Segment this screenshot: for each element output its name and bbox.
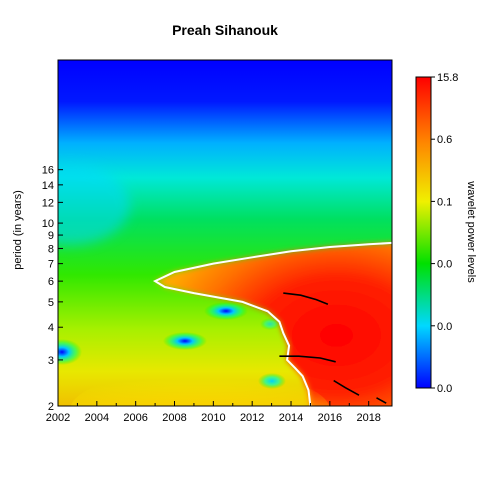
x-tick-label: 2010 bbox=[201, 412, 225, 424]
high-power-region bbox=[155, 242, 392, 406]
y-tick-label: 9 bbox=[48, 230, 54, 242]
ridge-line bbox=[376, 397, 387, 404]
x-tick-label: 2004 bbox=[85, 412, 109, 424]
low-power-blob-5 bbox=[260, 318, 280, 330]
colorbar-label: 15.8 bbox=[437, 72, 458, 84]
y-axis-label: period (in years) bbox=[12, 190, 24, 269]
colorbar-label: 0.6 bbox=[437, 134, 452, 146]
x-tick-label: 2018 bbox=[356, 412, 380, 424]
y-tick-label: 5 bbox=[48, 297, 54, 309]
cyan-band-left bbox=[58, 165, 130, 245]
y-tick-label: 2 bbox=[48, 401, 54, 413]
ridge-line bbox=[333, 379, 360, 396]
low-power-blob-4 bbox=[58, 339, 82, 365]
colorbar-label: 0.0 bbox=[437, 383, 452, 395]
y-tick-label: 8 bbox=[48, 243, 54, 255]
y-tick-label: 16 bbox=[42, 165, 54, 177]
y-tick-label: 12 bbox=[42, 197, 54, 209]
x-tick-label: 2008 bbox=[162, 412, 186, 424]
colorbar: 0.0 0.0 0.0 0.1 0.6 15.8 wavelet power levels bbox=[415, 72, 477, 395]
x-tick-label: 2016 bbox=[318, 412, 342, 424]
warm-bottom-region bbox=[70, 370, 330, 406]
y-tick-label: 4 bbox=[48, 322, 54, 334]
plot-frame bbox=[57, 59, 393, 407]
colorbar-ticks: 0.0 0.0 0.0 0.1 0.6 15.8 bbox=[431, 72, 458, 395]
low-power-blob-3 bbox=[258, 373, 286, 389]
x-tick-label: 2006 bbox=[123, 412, 147, 424]
colorbar-title: wavelet power levels bbox=[465, 180, 477, 283]
low-power-blob-2 bbox=[163, 332, 207, 350]
y-tick-label: 7 bbox=[48, 259, 54, 271]
y-tick-label: 14 bbox=[42, 180, 54, 192]
chart-title: Preah Sihanouk bbox=[172, 22, 278, 38]
plot-area bbox=[58, 60, 392, 406]
low-power-blob-1 bbox=[204, 302, 248, 320]
x-tick-label: 2014 bbox=[279, 412, 303, 424]
colorbar-label: 0.0 bbox=[437, 259, 452, 271]
y-tick-label: 6 bbox=[48, 276, 54, 288]
colorbar-label: 0.0 bbox=[437, 321, 452, 333]
y-tick-label: 10 bbox=[42, 218, 54, 230]
x-axis: 2002 2004 2006 2008 2010 2012 2014 2016 2018 bbox=[46, 401, 381, 424]
significance-contour bbox=[152, 241, 392, 406]
ridge-line bbox=[283, 292, 329, 305]
colorbar-label: 0.1 bbox=[437, 196, 452, 208]
colorbar-gradient-rect bbox=[415, 76, 432, 389]
ridge-line bbox=[279, 355, 336, 363]
x-tick-label: 2002 bbox=[46, 412, 70, 424]
ridge-lines bbox=[279, 292, 387, 404]
x-tick-label: 2012 bbox=[240, 412, 264, 424]
y-tick-label: 3 bbox=[48, 355, 54, 367]
